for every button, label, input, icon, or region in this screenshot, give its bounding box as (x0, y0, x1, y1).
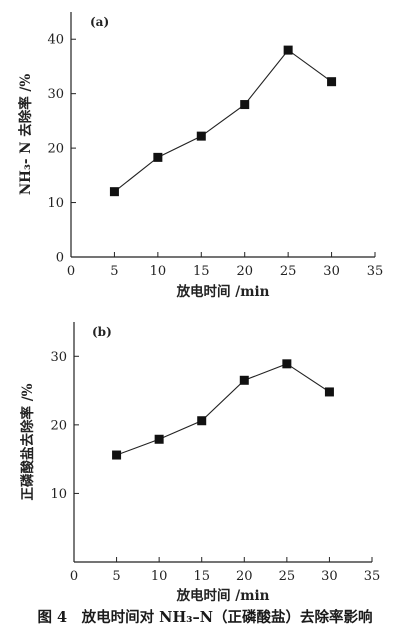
x-tick-label: 0 (70, 569, 78, 584)
data-point (154, 434, 164, 444)
x-tick-label: 30 (321, 569, 338, 584)
x-tick-label: 20 (236, 569, 253, 584)
x-tick-label: 5 (112, 569, 120, 584)
y-tick-label: 10 (50, 487, 67, 502)
x-tick-label: 15 (193, 264, 210, 279)
data-point (109, 187, 119, 197)
x-tick-label: 0 (67, 264, 75, 279)
x-tick-label: 20 (236, 264, 253, 279)
data-point (196, 131, 206, 141)
x-tick-label: 10 (150, 264, 167, 279)
y-tick-label: 0 (56, 251, 64, 266)
x-tick-label: 25 (279, 569, 296, 584)
x-axis-title: 放电时间 /min (176, 587, 270, 604)
data-point (240, 100, 250, 110)
data-point (197, 416, 207, 426)
data-point (324, 387, 334, 397)
data-point (153, 152, 163, 162)
series-line (114, 49, 332, 193)
y-axis-title: NH₃- N 去除率 /% (17, 74, 34, 195)
x-tick-label: 35 (364, 569, 381, 584)
data-point (282, 359, 292, 369)
data-point (283, 45, 293, 55)
y-tick-label: 10 (47, 196, 64, 211)
panel-label: (b) (92, 325, 112, 339)
x-tick-label: 5 (110, 264, 118, 279)
y-tick-label: 20 (50, 418, 67, 433)
y-tick-label: 30 (50, 350, 67, 365)
x-tick-label: 35 (367, 264, 384, 279)
chart-panel-1: 0 5 10 15 20 25 30 35 0 10 20 30 40 (a) 放电时间 /min NH₃- … (17, 12, 383, 300)
chart-panel-2: 0 5 10 15 20 25 30 35 10 20 30 (b) 放电时间 /min 正磷酸盐去除率 … (19, 322, 380, 604)
x-tick-label: 15 (193, 569, 210, 584)
data-point (239, 375, 249, 385)
data-point (327, 77, 337, 87)
figure-caption: 图 4 放电时间对 NH₃–N（正磷酸盐）去除率影响 (37, 609, 373, 626)
y-tick-label: 40 (47, 33, 64, 48)
panel-label: (a) (90, 15, 109, 29)
series-line (116, 363, 330, 456)
y-tick-label: 30 (47, 87, 64, 102)
x-axis-title: 放电时间 /min (176, 283, 270, 300)
x-tick-label: 30 (323, 264, 340, 279)
x-tick-label: 10 (151, 569, 168, 584)
y-axis-title: 正磷酸盐去除率 /% (19, 383, 36, 500)
x-tick-label: 25 (280, 264, 297, 279)
y-tick-label: 20 (47, 142, 64, 157)
data-point (112, 450, 122, 460)
